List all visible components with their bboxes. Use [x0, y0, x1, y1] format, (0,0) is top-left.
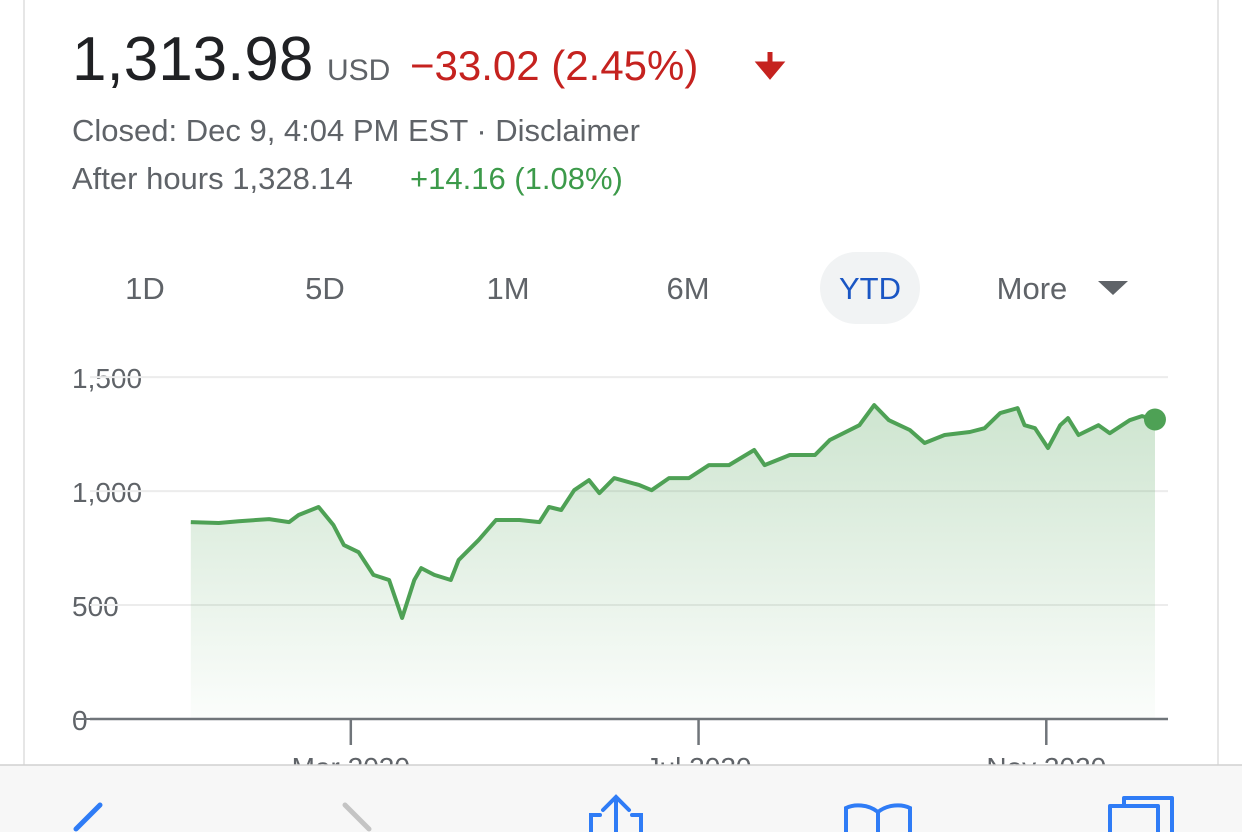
change: −33.02 (2.45%)	[410, 42, 698, 89]
currency: USD	[327, 54, 390, 87]
tabs-button[interactable]	[1108, 796, 1174, 832]
selected-pill	[820, 252, 920, 324]
range-tab[interactable]: More	[997, 271, 1068, 306]
range-tab[interactable]: YTD	[839, 271, 901, 306]
range-tab[interactable]: 1M	[486, 271, 529, 306]
price-line	[190, 403, 1156, 620]
y-tick-label: 1,500	[72, 363, 142, 394]
forward-button[interactable]	[342, 802, 372, 832]
down-arrow	[754, 52, 786, 80]
share-button[interactable]	[589, 794, 643, 837]
dropdown-arrow	[1098, 281, 1128, 295]
y-tick-label: 500	[72, 591, 119, 622]
last-point	[1143, 408, 1166, 431]
back-button[interactable]	[73, 802, 103, 832]
price: 1,313.98	[72, 25, 313, 94]
range-tab[interactable]: 5D	[305, 271, 345, 306]
toolbar	[0, 765, 1242, 832]
range-tab[interactable]: 1D	[125, 271, 165, 306]
bookmarks-button[interactable]	[844, 803, 912, 836]
y-tick-label: 1,000	[72, 477, 142, 508]
after-hours: After hours 1,328.14	[72, 161, 353, 196]
range-tab[interactable]: 6M	[666, 271, 709, 306]
status: Closed: Dec 9, 4:04 PM EST · Disclaimer	[72, 113, 640, 148]
y-tick-label: 0	[72, 705, 88, 736]
area	[190, 405, 1156, 719]
range-tabs: 1D 5D 1M 6M YTD More	[125, 252, 1128, 324]
after-hours-change: +14.16 (1.08%)	[410, 161, 623, 196]
